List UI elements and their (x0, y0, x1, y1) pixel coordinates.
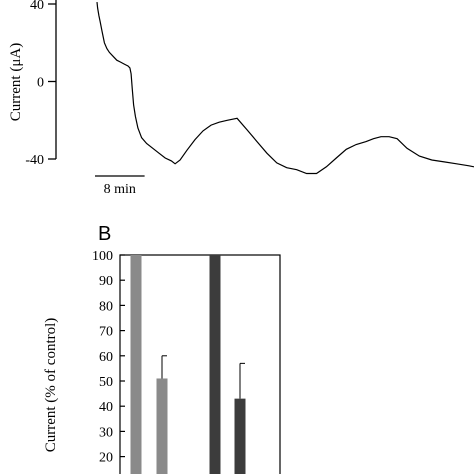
time-scale-bar-label: 8 min (104, 182, 136, 197)
panel-a-y-tick-label: 0 (37, 76, 44, 91)
panel-b-y-tick-label: 60 (99, 350, 113, 365)
panel-b-letter: B (98, 223, 111, 245)
panel-b-y-tick-label: 90 (99, 274, 113, 289)
panel-b-y-tick-label: 20 (99, 451, 113, 466)
panel-a-y-tick-label: 40 (30, 0, 44, 13)
panel-b-y-ticks: 100 90 80 70 60 50 40 30 20 (92, 249, 125, 466)
panel-b-bars (130, 255, 246, 474)
panel-b: B Current (% of control) 100 90 80 70 60 50 40… (43, 223, 281, 474)
bar (209, 255, 221, 474)
panel-a: Current (μA) 40 0 -40 8 min (8, 0, 474, 197)
panel-b-y-tick-label: 50 (99, 375, 113, 390)
panel-b-y-tick-label: 80 (99, 299, 113, 314)
panel-b-ylabel: Current (% of control) (43, 318, 59, 453)
panel-b-y-tick-label: 70 (99, 325, 113, 340)
bar (156, 378, 168, 474)
current-trace-line (96, 2, 474, 175)
panel-a-y-tick-label: -40 (25, 153, 44, 168)
panel-b-y-tick-label: 100 (92, 249, 113, 264)
panel-b-y-tick-label: 40 (99, 400, 113, 415)
panel-b-plot-frame (119, 254, 281, 474)
panel-b-y-tick-label: 30 (99, 425, 113, 440)
bar (130, 255, 142, 474)
bar (234, 398, 246, 474)
panel-a-y-ticks: 40 0 -40 (25, 0, 56, 168)
panel-a-ylabel: Current (μA) (8, 43, 24, 121)
